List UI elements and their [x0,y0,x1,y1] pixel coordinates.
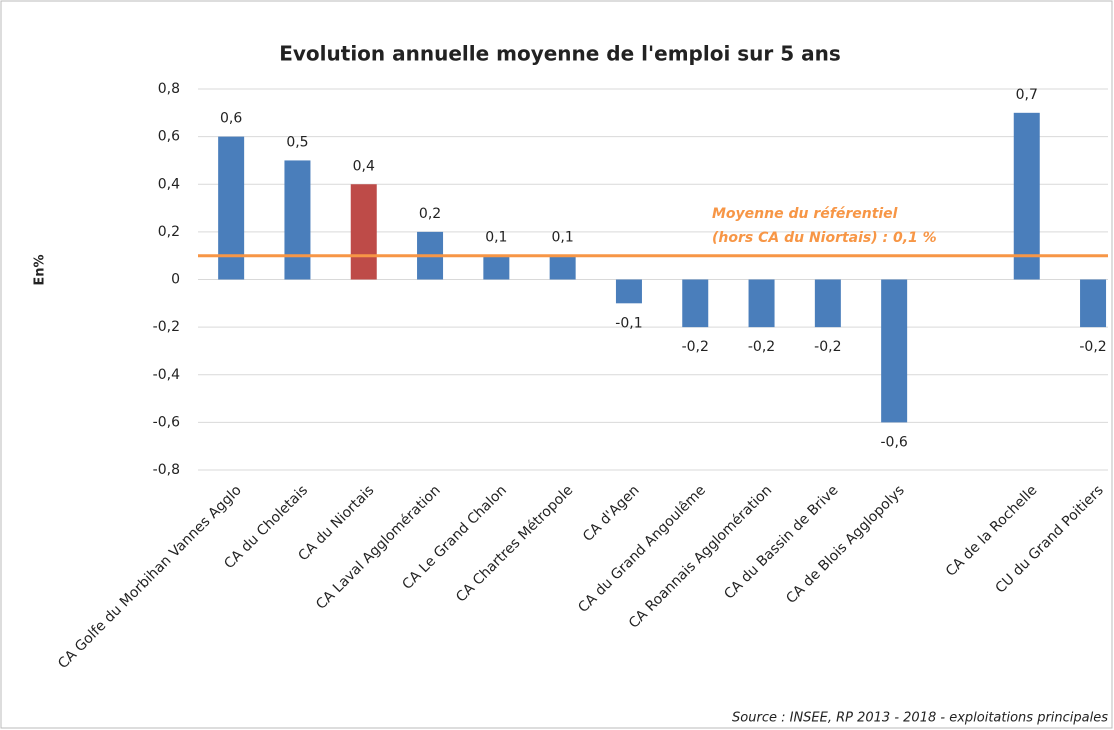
bar [284,160,311,280]
bar [615,279,642,304]
source: Source : INSEE, RP 2013 - 2018 - exploit… [732,711,1108,726]
chart-title: Evolution annuelle moyenne de l'emploi s… [279,42,841,66]
data-label: -0,2 [682,339,709,355]
data-label: -0,6 [880,434,907,450]
y-axis-label: En% [33,254,48,285]
data-label: -0,2 [814,339,841,355]
bar [549,255,576,280]
bar [881,279,908,423]
reference-label: Moyenne du référentiel [712,206,898,222]
y-tick-label: -0,2 [153,319,180,335]
y-tick-label: 0,8 [158,81,180,97]
reference-label: (hors CA du Niortais) : 0,1 % [712,230,937,246]
y-tick-label: 0,4 [158,176,180,192]
bar [350,184,377,280]
data-label: 0,1 [552,230,574,246]
data-label: -0,1 [615,315,642,331]
bar [748,279,775,328]
y-tick-label: 0 [171,272,180,288]
bar [682,279,709,328]
y-tick-label: 0,6 [158,129,180,145]
data-label: 0,6 [220,111,242,127]
data-label: 0,7 [1016,87,1038,103]
bar [218,136,245,280]
bar [1080,279,1107,328]
data-label: -0,2 [1079,339,1106,355]
data-label: 0,5 [286,134,308,150]
data-label: -0,2 [748,339,775,355]
bar [1013,112,1040,280]
bar [814,279,841,328]
y-tick-label: -0,6 [153,414,180,430]
y-tick-label: -0,8 [153,462,180,478]
data-label: 0,2 [419,206,441,222]
data-label: 0,1 [485,230,507,246]
y-tick-label: -0,4 [153,367,180,383]
bar [483,255,510,280]
y-tick-label: 0,2 [158,224,180,240]
data-label: 0,4 [353,158,375,174]
